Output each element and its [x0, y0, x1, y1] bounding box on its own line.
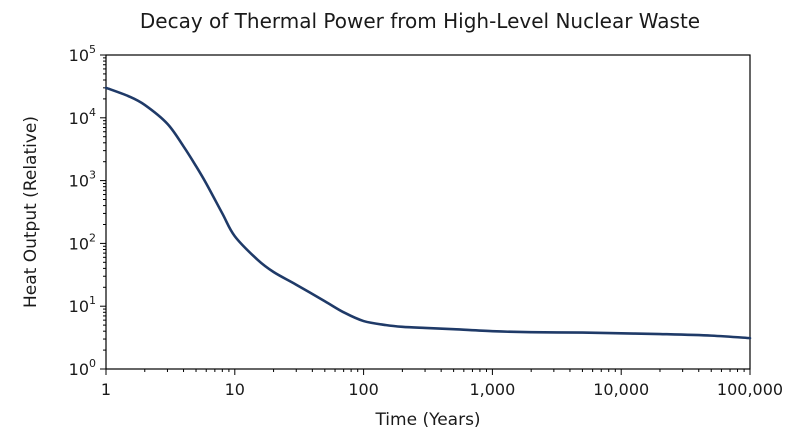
y-axis-label: Heat Output (Relative) — [21, 116, 41, 308]
x-tick-label: 10 — [225, 380, 245, 399]
x-axis-label: Time (Years) — [374, 410, 480, 430]
y-tick-label: 102 — [69, 231, 96, 253]
y-tick-label: 101 — [69, 294, 96, 316]
plot-frame — [105, 54, 751, 370]
x-tick-label: 1,000 — [469, 380, 515, 399]
y-tick-label: 100 — [69, 357, 96, 379]
plot-area: 1 10 100 1,000 10,000 100,000 100 101 102 103 104 1… — [69, 43, 783, 399]
x-tick-label: 100 — [348, 380, 379, 399]
x-tick-label: 100,000 — [717, 380, 783, 399]
y-tick-label: 103 — [69, 169, 96, 191]
x-tick-label: 1 — [101, 380, 111, 399]
y-tick-label: 105 — [69, 43, 96, 65]
chart-title: Decay of Thermal Power from High-Level N… — [140, 9, 700, 33]
y-tick-label: 104 — [69, 106, 96, 128]
series-line — [104, 86, 752, 340]
x-tick-label: 10,000 — [593, 380, 649, 399]
